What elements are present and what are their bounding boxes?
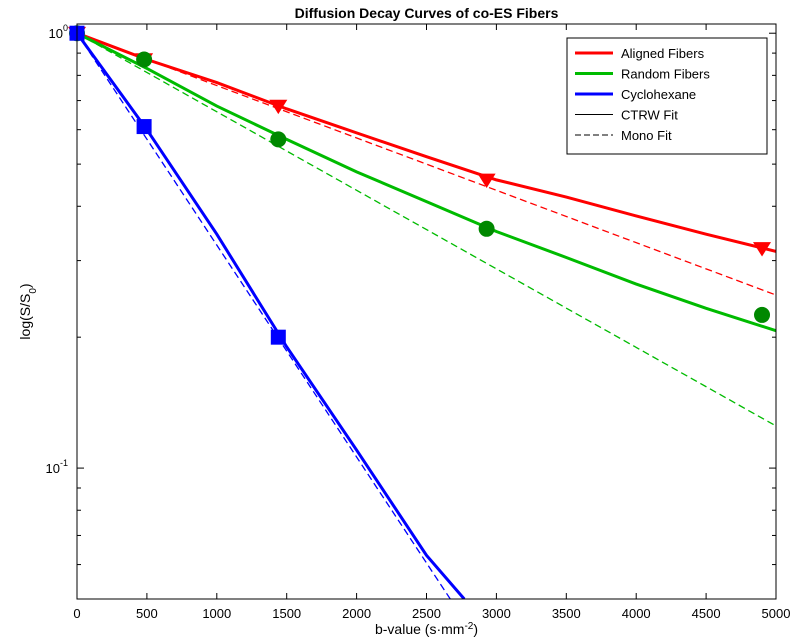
- x-tick-label: 0: [73, 606, 80, 621]
- x-tick-label: 500: [136, 606, 158, 621]
- x-tick-label: 1500: [272, 606, 301, 621]
- aligned-fibers-data-point: [753, 242, 772, 257]
- y-tick-label: 10-1: [46, 458, 68, 476]
- series-layer: [68, 25, 776, 599]
- legend-entry-label: Random Fibers: [621, 67, 710, 82]
- x-axis-label: b-value (s·mm-2): [375, 621, 478, 638]
- series-clip-group: [77, 31, 776, 599]
- random-fibers-ctrw-fit-line: [77, 31, 776, 333]
- y-tick-exponent: 0: [63, 23, 68, 33]
- x-tick-label: 3500: [552, 606, 581, 621]
- aligned-fibers-data-point: [477, 173, 496, 188]
- x-tick-label: 2500: [412, 606, 441, 621]
- y-tick-exponent: -1: [60, 458, 68, 468]
- cyclohexane-data-point: [136, 119, 152, 135]
- cyclohexane-data-point: [270, 329, 286, 345]
- plot-frame: [76, 23, 777, 600]
- y-tick-base: 10: [46, 461, 60, 476]
- plot-border: [76, 23, 777, 600]
- x-tick-label: 4500: [692, 606, 721, 621]
- x-tick-label: 1000: [202, 606, 231, 621]
- aligned-fibers-mono-fit-line: [77, 32, 776, 296]
- x-axis-label-sup: -2: [464, 621, 473, 632]
- random-fibers-data-point: [754, 306, 771, 323]
- aligned-fibers-data-point: [269, 99, 288, 115]
- random-fibers-mono-fit-line: [77, 32, 776, 427]
- x-axis-label-suffix: ): [473, 621, 478, 637]
- y-axis-label: log(S/S0): [17, 283, 39, 339]
- x-tick-label: 5000: [762, 606, 791, 621]
- y-axis-label-sub: 0: [28, 288, 39, 294]
- random-fibers-data-point: [478, 220, 495, 237]
- legend-entry-label: Aligned Fibers: [621, 46, 705, 61]
- y-axis-label-main: log(S/S: [17, 294, 33, 340]
- y-tick-base: 10: [49, 26, 63, 41]
- legend-box: [566, 37, 768, 155]
- axis-ticks: 0 500 1000 1500 2000 2500 3000 3500 4000 4500 5000…: [46, 23, 791, 621]
- random-fibers-data-point: [270, 131, 287, 148]
- aligned-fibers-ctrw-fit-line: [77, 31, 776, 253]
- legend: Aligned Fibers Random Fibers Cyclohexane CT…: [566, 37, 768, 155]
- legend-entry-label: Cyclohexane: [621, 87, 696, 102]
- x-axis-label-main: b-value (s·mm: [375, 621, 464, 637]
- x-tick-label: 3000: [482, 606, 511, 621]
- x-tick-label: 4000: [622, 606, 651, 621]
- x-tick-label: 2000: [342, 606, 371, 621]
- chart-title: Diffusion Decay Curves of co-ES Fibers: [295, 5, 559, 21]
- y-tick-label: 100: [49, 23, 68, 41]
- legend-entry-label: Mono Fit: [621, 128, 672, 143]
- y-axis-label-suffix: ): [17, 283, 33, 288]
- legend-entry-label: CTRW Fit: [621, 108, 678, 123]
- random-fibers-data-point: [136, 51, 153, 68]
